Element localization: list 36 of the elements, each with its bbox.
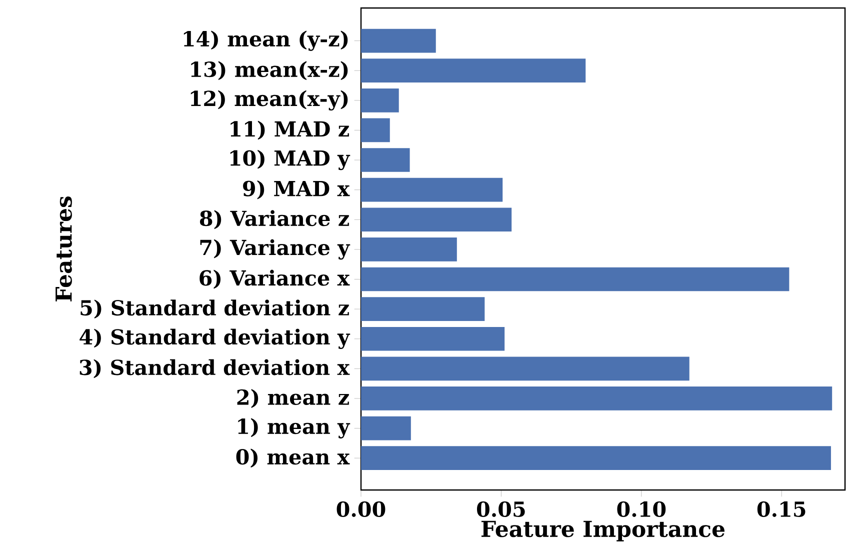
bar [361, 178, 503, 202]
x-axis-title: Feature Importance [481, 520, 725, 542]
y-tick-label: 13) mean(x-z) [191, 61, 348, 80]
bar [361, 356, 690, 381]
bar [361, 238, 457, 262]
y-tick-label: 7) Variance y [200, 239, 350, 260]
bar [361, 148, 410, 172]
bar [361, 326, 505, 351]
bar [361, 88, 399, 112]
x-tick-label: 0.00 [336, 501, 386, 517]
y-tick-label: 6) Variance x [200, 270, 350, 289]
bar [361, 28, 436, 53]
y-tick-label: 5) Standard deviation z [80, 300, 349, 319]
bar [361, 297, 485, 321]
y-tick-label: 9) MAD x [243, 180, 350, 200]
y-tick-label: 0) mean x [236, 448, 350, 468]
y-tick-label: 1) mean y [238, 418, 350, 438]
y-tick-label: 11) MAD z [230, 120, 349, 140]
bar [361, 118, 390, 142]
y-tick-label: 10) MAD y [230, 150, 350, 170]
y-tick-label: 14) mean (y-z) [184, 30, 348, 51]
x-tick-label: 0.05 [477, 501, 525, 517]
x-tick-label: 0.10 [617, 501, 666, 517]
y-tick-label: 8) Variance z [200, 210, 349, 230]
bar [361, 58, 586, 83]
y-tick-label: 2) mean z [237, 389, 349, 408]
y-tick-label: 3) Standard deviation x [80, 359, 350, 378]
bar [361, 446, 831, 470]
x-tick-label: 0.15 [757, 501, 806, 517]
y-tick-label: 12) mean(x-y) [190, 90, 348, 111]
bar [361, 267, 790, 292]
y-tick-label: 4) Standard deviation y [80, 328, 350, 350]
bar [361, 416, 411, 440]
y-axis-title: Features [56, 196, 72, 302]
bar [361, 386, 832, 410]
bar [361, 208, 512, 232]
